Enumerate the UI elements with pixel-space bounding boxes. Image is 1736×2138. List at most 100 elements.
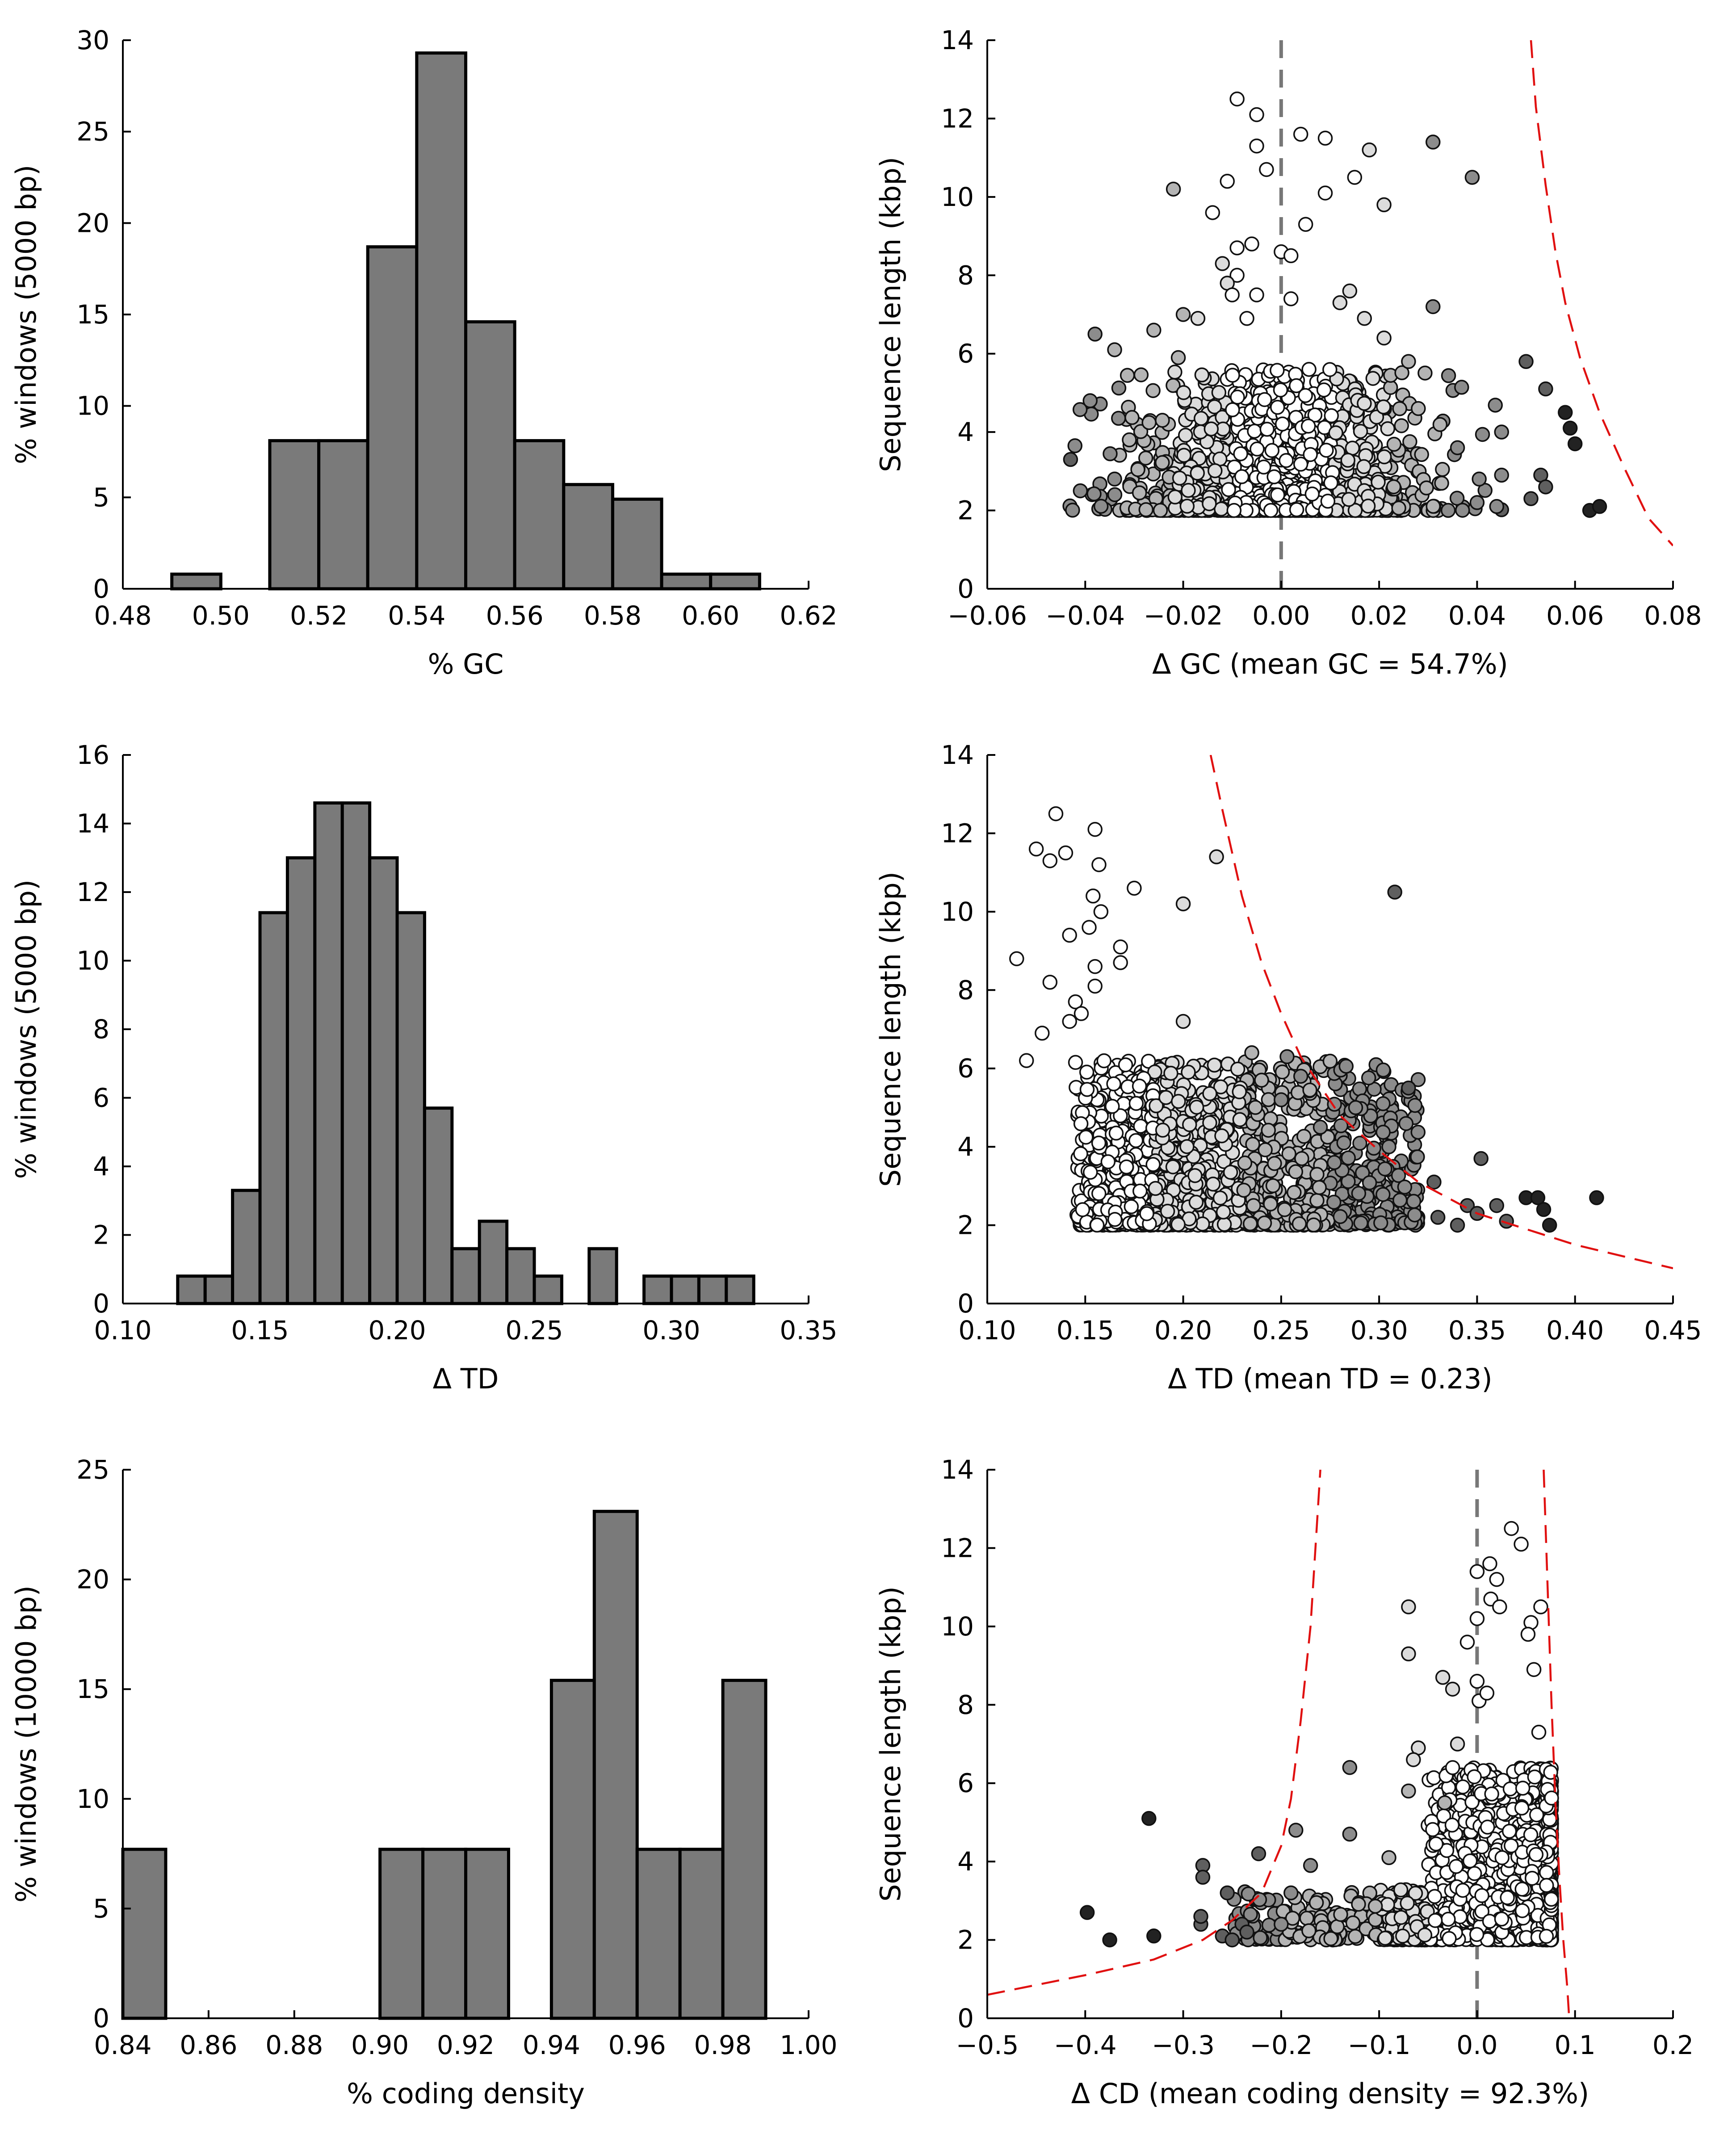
scatter-point [1089,1217,1105,1233]
scatter-point [1063,452,1078,467]
x-tick-label: 0.56 [486,600,544,631]
scatter-point [1450,440,1465,455]
scatter-point [1211,385,1227,400]
scatter-point [1230,1061,1245,1077]
scatter-point [1386,436,1402,452]
scatter-point [1119,1159,1134,1175]
y-tick-label: 12 [941,103,974,134]
y-tick-label: 14 [941,740,974,770]
scatter-point [1302,1082,1317,1098]
y-tick-label: 4 [93,1151,109,1182]
scatter-point [1203,421,1219,436]
scatter-point [1107,1212,1123,1227]
y-tick-label: 2 [957,1210,974,1241]
scatter-point [1122,432,1137,448]
scatter-point [1341,492,1357,507]
scatter-point [1158,1090,1174,1105]
scatter-point [1342,283,1358,299]
scatter-point [1275,416,1290,432]
y-axis-label: % windows (5000 bp) [10,880,42,1179]
scatter-point [1073,1006,1089,1021]
scatter-point [1434,475,1449,491]
scatter-point [1365,371,1381,386]
scatter-point [1351,1186,1367,1201]
scatter-point [1543,1891,1559,1907]
scatter-point [1432,417,1448,432]
scatter-point [1298,217,1313,232]
scatter-point [1398,1116,1414,1131]
scatter-point [1248,1100,1263,1115]
scatter-point [1215,256,1230,271]
scatter-point [1224,1932,1240,1948]
scatter-point [1301,362,1317,377]
scatter-point [1281,1146,1296,1161]
scatter-point [1401,354,1416,369]
scatter-point [1279,453,1294,468]
scatter-point [1472,471,1487,487]
scatter-point [1489,1198,1505,1213]
scatter-point [1270,399,1285,415]
scatter-point [1361,1070,1376,1086]
scatter-point [1124,410,1140,425]
scatter-point [1132,1183,1148,1199]
scatter-point [1259,422,1275,437]
scatter-point [1401,1783,1416,1799]
scatter-point [1193,1909,1208,1924]
scatter-point [1261,1092,1276,1107]
x-tick-label: 0.96 [608,2030,666,2060]
scatter-point [1320,494,1336,509]
scatter-point [1381,1139,1396,1154]
x-axis-label: Δ TD (mean TD = 0.23) [1168,1362,1492,1395]
y-tick-label: 15 [76,1674,109,1704]
scatter-point [1526,1662,1542,1677]
scatter-point [1387,885,1402,900]
histogram-bar [505,1247,536,1305]
scatter-point [1103,446,1118,461]
scatter-point [1482,1914,1497,1929]
x-tick-label: −0.04 [1045,600,1125,631]
scatter-point [1357,396,1372,411]
scatter-point [1249,138,1264,154]
scatter-point [1299,1911,1314,1926]
y-tick-label: 16 [76,740,109,770]
scatter-point [1113,955,1128,970]
scatter-point [1366,1140,1381,1156]
y-tick-label: 4 [957,1132,974,1162]
histogram-bar [366,245,419,591]
scatter-point [1232,1084,1247,1099]
x-axis-label: % GC [428,648,504,680]
scatter-point [1266,469,1282,485]
scatter-point [1322,1053,1338,1069]
scatter-point [1216,1204,1231,1220]
histogram-bar [587,1247,618,1305]
scatter-point [1079,1905,1095,1920]
x-tick-label: 0.10 [94,1315,151,1346]
scatter-point [1427,1889,1442,1904]
scatter-point [1306,1217,1321,1232]
histogram-bar [340,801,372,1305]
scatter-point [1181,482,1196,498]
scatter-point [1202,496,1217,511]
scatter-point [1369,409,1384,425]
scatter-points [1009,806,1604,1233]
scatter-point [1128,1096,1144,1111]
x-tick-label: 0.30 [642,1315,700,1346]
scatter-point [1073,1146,1088,1161]
scatter-point [1234,469,1250,484]
histogram-bar [660,572,713,591]
scatter-point [1132,485,1147,501]
scatter-point [1086,889,1101,904]
scatter-point [1464,170,1480,185]
boundary-curve [1530,40,1673,546]
scatter-point [1312,1180,1327,1195]
y-tick-label: 12 [941,818,974,848]
scatter-point [1410,1149,1425,1165]
scatter-point [1167,365,1182,380]
scatter-point [1283,1885,1299,1901]
scatter-point [1539,1865,1554,1880]
x-tick-label: 0.15 [1057,1315,1114,1346]
histogram-bar [721,1679,767,2020]
scatter-point [1454,380,1469,395]
scatter-point [1145,383,1161,398]
scatter-point [1426,499,1441,514]
